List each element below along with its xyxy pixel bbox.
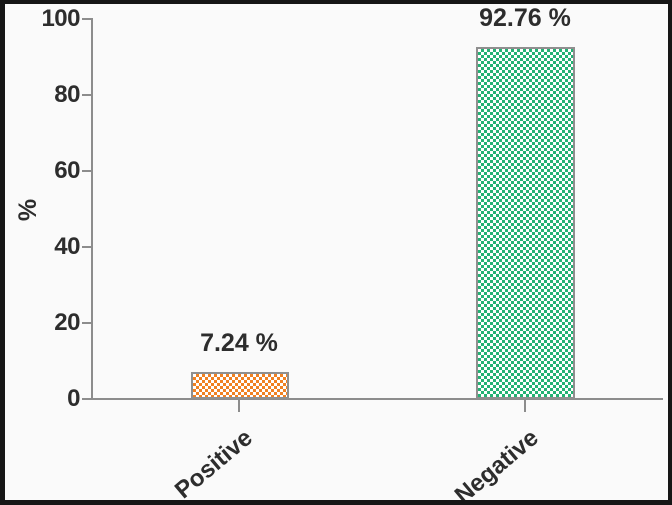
bar-value-label: 7.24 % xyxy=(200,329,278,357)
x-axis-tick-label: Negative xyxy=(449,424,544,500)
y-axis-tick-label: 100 xyxy=(41,5,80,32)
y-axis-tick xyxy=(82,246,91,248)
y-axis-tick-label: 40 xyxy=(54,233,80,260)
x-axis-tick xyxy=(524,400,526,412)
y-axis-tick xyxy=(82,398,91,400)
y-axis-tick xyxy=(82,322,91,324)
y-axis-tick-label: 80 xyxy=(54,81,80,108)
y-axis-tick xyxy=(82,94,91,96)
y-axis-title: % xyxy=(14,198,42,222)
y-axis-tick-label: 60 xyxy=(54,157,80,184)
y-axis-tick xyxy=(82,170,91,172)
y-axis-line xyxy=(91,18,93,400)
bar-value-label: 92.76 % xyxy=(479,4,571,32)
x-axis-tick xyxy=(238,400,240,412)
bar-negative xyxy=(476,47,575,399)
chart-canvas: % 0 20 40 60 80 100 7.24 % Positive 92.76 % Negat… xyxy=(5,4,668,500)
y-axis-tick-label: 20 xyxy=(54,309,80,336)
bar-positive xyxy=(191,372,289,399)
x-axis-tick-label: Positive xyxy=(169,424,258,500)
x-axis-line xyxy=(91,398,663,400)
y-axis-tick xyxy=(82,18,91,20)
y-axis-tick-label: 0 xyxy=(67,385,80,412)
